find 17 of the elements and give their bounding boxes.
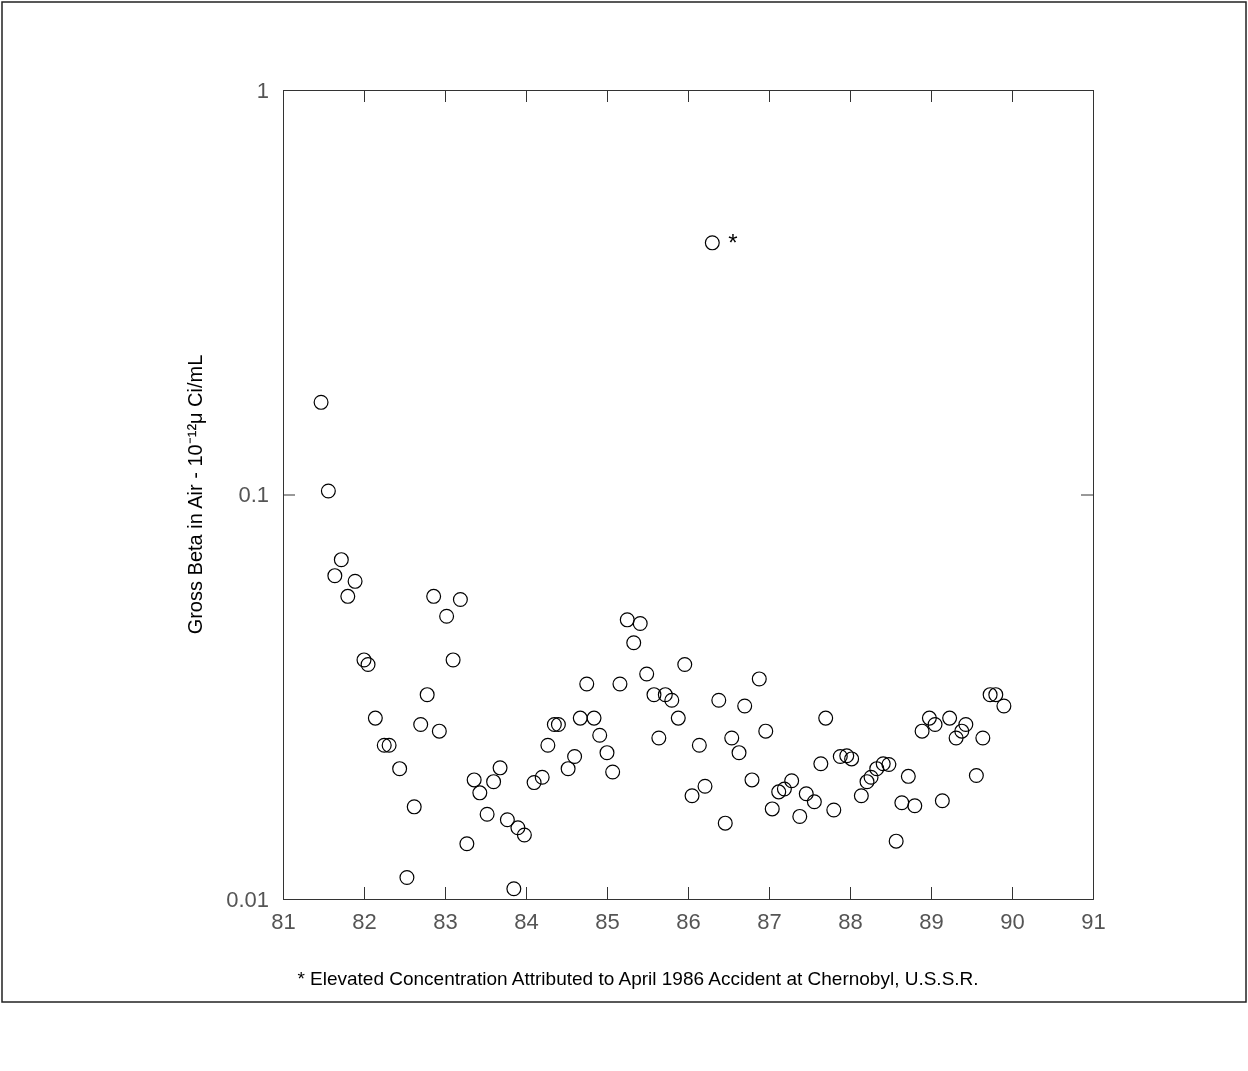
x-tick-label: 82 bbox=[352, 908, 377, 934]
y-axis-title: Gross Beta in Air - 10⁻¹²μ Ci/mL bbox=[184, 354, 206, 635]
annotation: * bbox=[728, 228, 738, 256]
text: * Elevated Concentration Attributed to April 1986 Accident at Chernobyl, U.S.S.R. bbox=[297, 968, 979, 989]
x-tick-label: 85 bbox=[595, 908, 620, 934]
y-tick-label: 1 bbox=[256, 77, 269, 103]
y-tick-label: 0.01 bbox=[226, 886, 269, 912]
x-tick-label: 90 bbox=[1000, 908, 1025, 934]
x-tick-label: 89 bbox=[919, 908, 944, 934]
x-tick-label: 84 bbox=[514, 908, 539, 934]
x-tick-label: 83 bbox=[433, 908, 458, 934]
x-tick-label: 88 bbox=[838, 908, 863, 934]
x-tick-label: 81 bbox=[271, 908, 296, 934]
y-tick-label: 0.1 bbox=[238, 482, 269, 508]
x-tick-label: 91 bbox=[1081, 908, 1106, 934]
x-tick-label: 86 bbox=[676, 908, 701, 934]
x-tick-label: 87 bbox=[757, 908, 782, 934]
